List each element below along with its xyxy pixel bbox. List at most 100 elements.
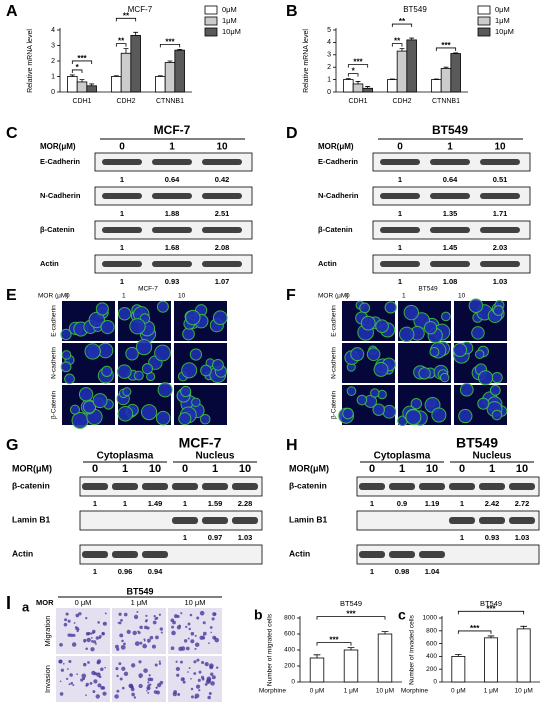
y-tick-label: 400 (426, 653, 437, 660)
cell (199, 413, 211, 425)
quant-value: 1.07 (215, 277, 230, 286)
cell (90, 647, 95, 652)
cell (62, 662, 65, 665)
error-bar (381, 631, 389, 634)
cell (493, 305, 504, 316)
band (479, 483, 505, 490)
cell (196, 616, 200, 620)
x-tick-label: CTNNB1 (432, 98, 460, 105)
significance-bracket (115, 17, 137, 22)
panel-letter: E (6, 287, 17, 304)
significance-label: *** (353, 58, 363, 67)
quant-value: 1 (123, 499, 127, 508)
cell (210, 631, 213, 634)
cell (68, 683, 71, 686)
cell (143, 668, 148, 673)
cell (119, 633, 124, 638)
cell (91, 640, 94, 643)
bar (450, 53, 461, 93)
bar (377, 633, 393, 683)
chart-title: BT549 (480, 599, 502, 608)
band (419, 483, 445, 490)
band (142, 551, 168, 558)
cell (188, 667, 191, 670)
blot-box (79, 544, 263, 565)
cell (198, 670, 202, 674)
cell (87, 661, 90, 664)
cell (156, 686, 158, 689)
cell (154, 344, 171, 362)
cell (418, 367, 431, 380)
error-bar (347, 647, 355, 650)
legend-label: 10μM (495, 27, 514, 36)
cell (452, 342, 468, 358)
cell (214, 637, 217, 640)
legend-swatch (477, 27, 491, 37)
cell (346, 386, 357, 396)
cell (78, 387, 94, 402)
y-tick-label: 0 (51, 89, 55, 96)
bar (343, 79, 354, 93)
cell (104, 612, 107, 615)
error-bar (113, 75, 119, 77)
cell (59, 692, 64, 696)
x-tick-label: 10 μM (515, 688, 533, 695)
cell (198, 689, 201, 692)
cell (147, 638, 151, 643)
cell (210, 672, 214, 676)
y-tick-label: 1000 (423, 615, 438, 622)
band (359, 483, 385, 490)
quant-value: 1.03 (515, 533, 530, 542)
bar (86, 85, 97, 93)
panel-letter: F (286, 287, 296, 304)
cell (170, 618, 175, 623)
y-tick-label: 0 (433, 679, 437, 686)
bar (309, 657, 325, 683)
cell (190, 687, 194, 691)
bar (484, 637, 498, 683)
band (449, 483, 475, 490)
cell (83, 640, 86, 643)
cell (61, 350, 72, 360)
cell (85, 682, 89, 686)
cell (360, 315, 376, 331)
cell (133, 370, 144, 381)
y-tick-label: 600 (284, 631, 295, 638)
cell (70, 681, 74, 685)
band (380, 193, 420, 199)
quant-value: 2.08 (215, 243, 230, 252)
cell (117, 364, 132, 379)
x-tick-label: 1 μM (344, 688, 359, 695)
bar (406, 39, 417, 93)
lane-label: 10 (216, 142, 228, 153)
cell (85, 617, 88, 620)
cell (158, 662, 162, 665)
if-title: MCF-7 (138, 286, 158, 293)
x-tick-label: CDH1 (72, 98, 91, 105)
cell (91, 670, 96, 676)
lane-label: 1 (447, 142, 453, 153)
lane-label: 10 (516, 463, 528, 475)
band (449, 517, 475, 524)
error-bar (389, 78, 395, 80)
row-label: E-Cadherin (318, 157, 358, 166)
quant-value: 0.64 (165, 175, 180, 184)
cell (146, 689, 148, 692)
cell (194, 647, 197, 650)
x-tick-label: CTNNB1 (156, 98, 184, 105)
cell (118, 621, 122, 625)
cell (138, 673, 143, 678)
quant-value: 1.88 (165, 209, 180, 218)
row-label: Lamin B1 (289, 514, 328, 524)
row-label: β-Catenin (51, 390, 58, 419)
cell (139, 641, 143, 645)
band (232, 483, 258, 490)
row-label: β-Catenin (318, 225, 353, 234)
cell (194, 696, 197, 699)
legend-swatch (204, 16, 218, 26)
cell (123, 642, 126, 646)
y-tick-label: 800 (284, 615, 295, 622)
band (152, 159, 192, 165)
quant-value: 0.51 (493, 175, 508, 184)
lane-label: 1 (489, 463, 495, 475)
